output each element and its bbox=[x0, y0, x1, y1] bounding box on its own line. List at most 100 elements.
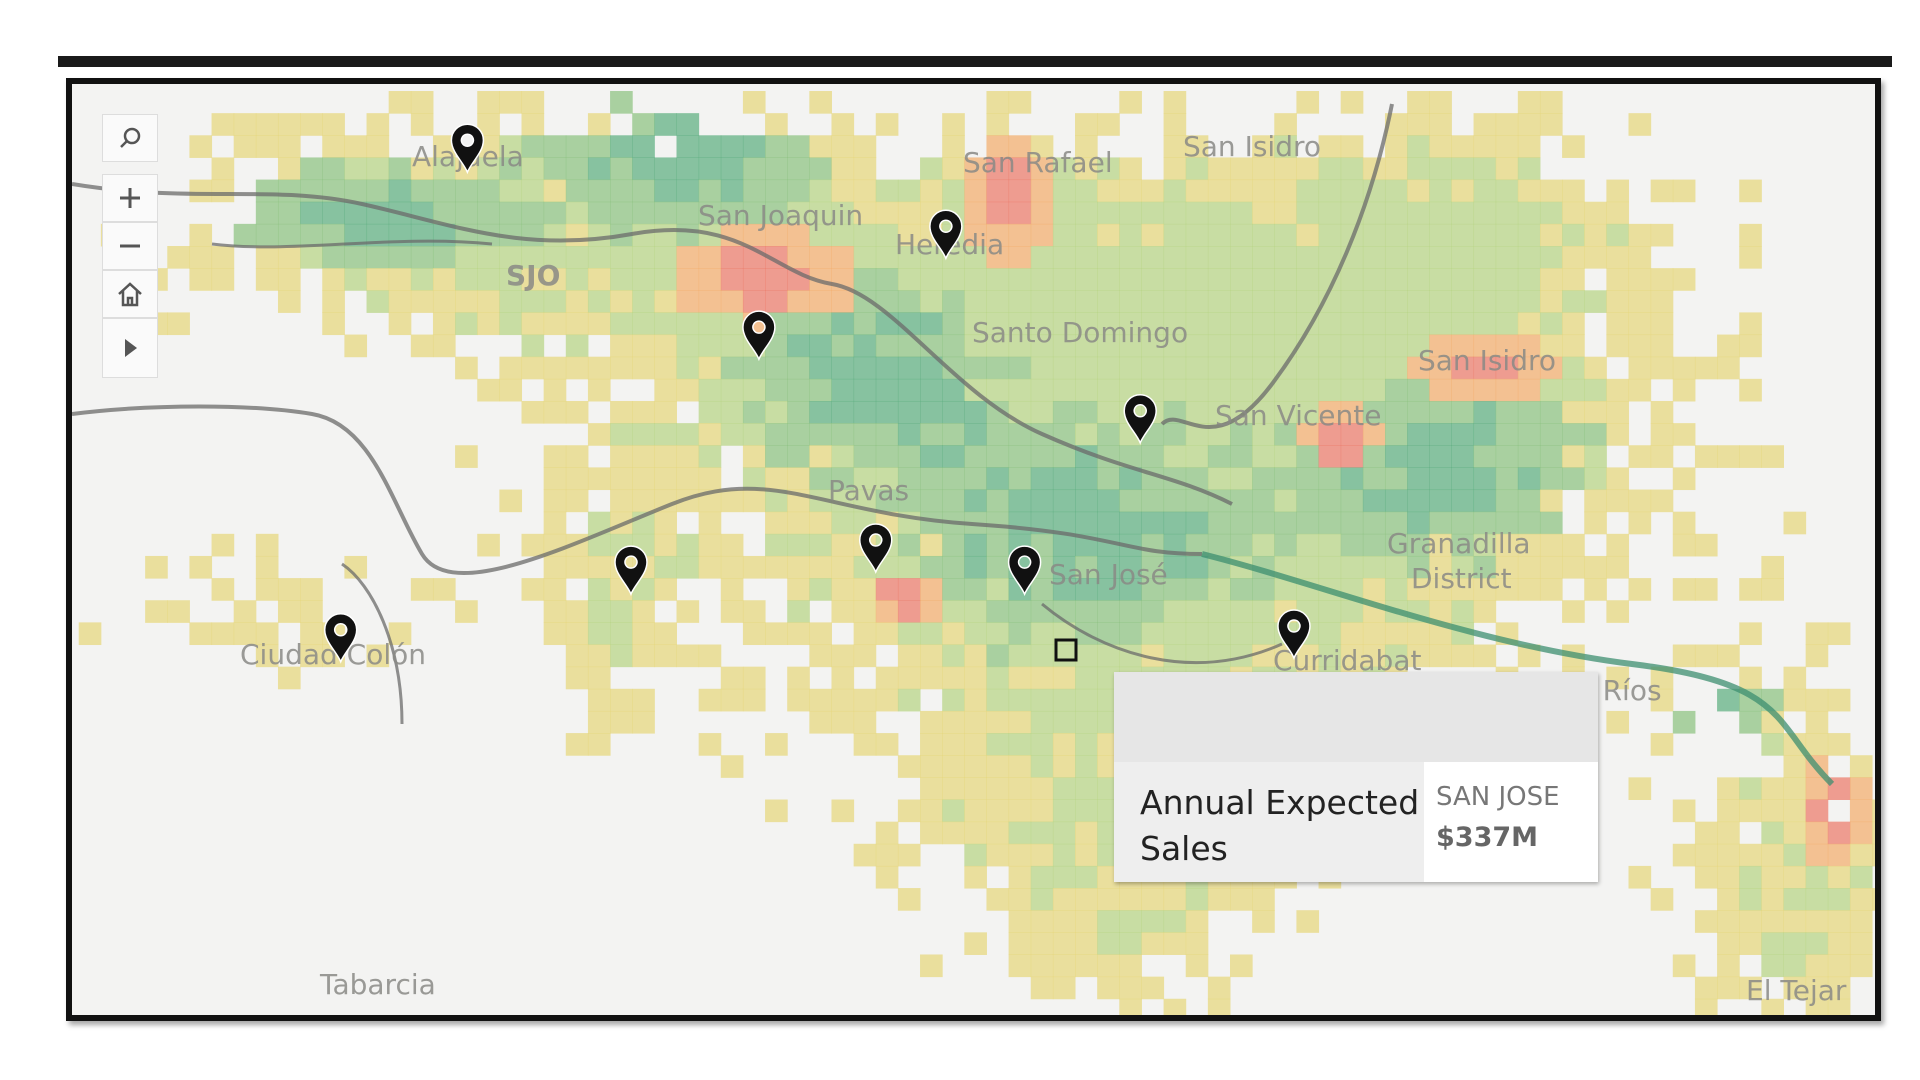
heat-cell bbox=[1230, 334, 1253, 358]
heat-cell bbox=[565, 223, 589, 247]
heat-cell bbox=[1075, 821, 1098, 845]
heat-cell bbox=[1429, 400, 1452, 424]
heat-cell bbox=[1739, 246, 1762, 269]
heat-cell bbox=[565, 400, 589, 424]
heat-cell bbox=[920, 644, 943, 668]
heat-cell bbox=[897, 533, 921, 557]
heat-cell bbox=[920, 733, 943, 756]
heat-cell bbox=[742, 600, 766, 623]
heat-cell bbox=[1783, 755, 1807, 778]
home-button[interactable] bbox=[102, 270, 158, 318]
heat-cell bbox=[920, 578, 943, 601]
zoom-in-button[interactable] bbox=[102, 174, 158, 222]
heat-cell bbox=[875, 600, 899, 623]
heat-cell bbox=[1672, 710, 1696, 734]
heat-cell bbox=[1694, 533, 1718, 557]
heat-cell bbox=[698, 179, 722, 203]
heat-cell bbox=[1495, 135, 1519, 158]
heat-cell bbox=[1141, 312, 1165, 336]
heat-cell bbox=[1495, 223, 1519, 247]
heat-cell bbox=[455, 600, 478, 623]
heat-cell bbox=[521, 268, 545, 291]
heat-cell bbox=[543, 246, 567, 269]
heat-cell bbox=[1805, 888, 1829, 911]
heat-cell bbox=[499, 268, 523, 291]
heat-cell bbox=[1429, 356, 1452, 380]
heat-cell bbox=[1230, 578, 1253, 601]
heat-cell bbox=[831, 312, 855, 336]
heat-cell bbox=[1008, 312, 1032, 336]
heat-cell bbox=[1384, 578, 1408, 601]
search-button[interactable] bbox=[102, 114, 158, 162]
heat-cell bbox=[1362, 290, 1386, 313]
heat-cell bbox=[432, 312, 456, 336]
heat-cell bbox=[1340, 555, 1364, 579]
heat-cell bbox=[300, 600, 323, 623]
heat-cell bbox=[521, 201, 545, 225]
heat-cell bbox=[1761, 578, 1784, 601]
heat-cell bbox=[1606, 600, 1630, 623]
heat-cell bbox=[1384, 157, 1408, 181]
heat-cell bbox=[1650, 423, 1674, 446]
heat-cell bbox=[920, 954, 943, 978]
heat-cell bbox=[632, 334, 655, 358]
heat-cell bbox=[1384, 312, 1408, 336]
heat-cell bbox=[455, 246, 478, 269]
heat-cell bbox=[1429, 290, 1452, 313]
heat-cell bbox=[920, 157, 943, 181]
heat-cell bbox=[698, 201, 722, 225]
heat-cell bbox=[632, 157, 655, 181]
tooltip-value: $337M bbox=[1436, 822, 1539, 853]
map[interactable]: Alajuela San Rafael San Isidro San Joaqu… bbox=[72, 84, 1875, 1015]
heat-cell bbox=[344, 268, 368, 291]
heat-cell bbox=[565, 644, 589, 668]
heat-cell bbox=[654, 312, 677, 336]
heat-cell bbox=[1185, 622, 1209, 646]
heat-cell bbox=[1097, 954, 1120, 978]
heat-cell bbox=[1252, 578, 1275, 601]
heat-cell bbox=[432, 157, 456, 181]
heat-cell bbox=[366, 179, 390, 203]
heat-cell bbox=[1584, 246, 1607, 269]
heat-cell bbox=[964, 334, 987, 358]
heat-cell bbox=[1075, 755, 1098, 778]
heat-cell bbox=[1606, 555, 1630, 579]
heat-cell bbox=[964, 445, 987, 468]
heat-cell bbox=[1451, 644, 1475, 668]
heat-cell bbox=[388, 91, 412, 114]
heat-cell bbox=[543, 268, 567, 291]
heat-cell bbox=[1318, 555, 1342, 579]
heat-cell bbox=[1052, 378, 1076, 402]
heat-cell bbox=[1075, 777, 1098, 800]
heat-cell bbox=[920, 710, 943, 734]
heat-cell bbox=[897, 179, 921, 203]
heat-cell bbox=[1407, 113, 1430, 136]
heat-cell bbox=[587, 179, 611, 203]
heat-cell bbox=[1230, 888, 1253, 911]
play-button[interactable] bbox=[102, 318, 158, 378]
heat-cell bbox=[1407, 356, 1430, 380]
heat-cell bbox=[1429, 644, 1452, 668]
heat-cell bbox=[1517, 179, 1541, 203]
heat-cell bbox=[1274, 511, 1297, 535]
heat-cell bbox=[920, 467, 943, 491]
heat-cell bbox=[787, 201, 810, 225]
heat-cell bbox=[698, 290, 722, 313]
heat-cell bbox=[742, 91, 766, 114]
heat-cell bbox=[322, 246, 345, 269]
zoom-out-button[interactable] bbox=[102, 222, 158, 270]
heat-cell bbox=[1097, 578, 1120, 601]
heat-cell bbox=[1517, 378, 1541, 402]
heat-cell bbox=[853, 400, 877, 424]
heat-cell bbox=[1163, 223, 1187, 247]
heat-cell bbox=[942, 821, 965, 845]
heat-cell bbox=[1141, 622, 1165, 646]
heat-cell bbox=[742, 489, 766, 513]
heat-cell bbox=[787, 179, 810, 203]
heat-cell bbox=[897, 467, 921, 491]
heat-cell bbox=[875, 467, 899, 491]
heat-cell bbox=[1252, 888, 1275, 911]
heat-cell bbox=[1075, 290, 1098, 313]
heat-cell bbox=[1451, 246, 1475, 269]
heat-cell bbox=[1119, 91, 1142, 114]
